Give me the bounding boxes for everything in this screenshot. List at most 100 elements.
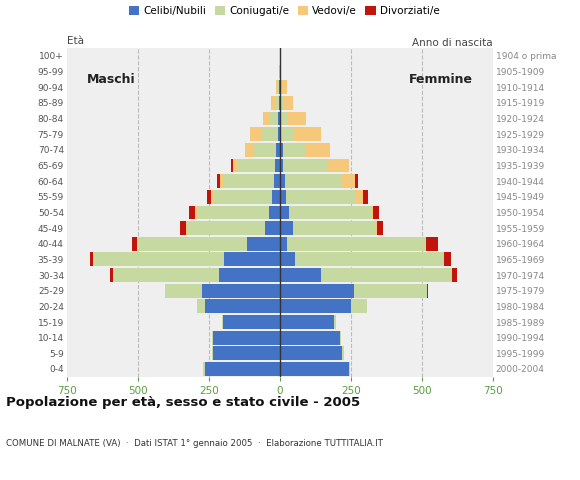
Bar (280, 205, 289, 219)
Bar (371, 205, 373, 219)
Bar (204, 362, 205, 376)
Bar (197, 300, 205, 313)
Bar (213, 331, 280, 345)
Bar (265, 221, 280, 235)
Text: Anno di nascita: Anno di nascita (412, 38, 493, 48)
Bar (280, 237, 287, 251)
Bar (197, 205, 269, 219)
Bar (262, 127, 278, 141)
Bar (289, 205, 371, 219)
Bar (189, 205, 195, 219)
Bar (280, 331, 340, 345)
Text: Popolazione per età, sesso e stato civile - 2005: Popolazione per età, sesso e stato civil… (6, 396, 360, 409)
Bar (280, 221, 293, 235)
Bar (356, 190, 363, 204)
Bar (110, 268, 113, 282)
Bar (202, 284, 280, 298)
Bar (219, 268, 280, 282)
Bar (271, 96, 275, 110)
Bar (213, 347, 280, 360)
Bar (295, 252, 444, 266)
Bar (250, 127, 262, 141)
Bar (287, 237, 425, 251)
Bar (205, 300, 280, 313)
Bar (187, 221, 265, 235)
Bar (132, 237, 137, 251)
Bar (253, 143, 276, 156)
Bar (327, 158, 349, 172)
Bar (363, 190, 368, 204)
Bar (280, 80, 281, 94)
Bar (280, 96, 281, 110)
Bar (283, 96, 293, 110)
Bar (280, 65, 281, 78)
Bar (272, 190, 280, 204)
Bar (281, 127, 294, 141)
Bar (275, 158, 280, 172)
Bar (263, 111, 270, 125)
Bar (293, 221, 375, 235)
Bar (276, 80, 278, 94)
Bar (283, 158, 327, 172)
Bar (278, 80, 280, 94)
Bar (280, 284, 354, 298)
Bar (281, 80, 287, 94)
Bar (138, 237, 247, 251)
Bar (245, 143, 253, 156)
Bar (279, 96, 280, 110)
Bar (340, 331, 341, 345)
Bar (280, 174, 285, 188)
Bar (425, 237, 426, 251)
Bar (247, 237, 280, 251)
Bar (280, 252, 295, 266)
Bar (280, 315, 335, 329)
Bar (280, 143, 282, 156)
Bar (373, 205, 379, 219)
Bar (180, 221, 186, 235)
Bar (427, 284, 428, 298)
Bar (222, 315, 223, 329)
Bar (356, 174, 358, 188)
Bar (280, 300, 351, 313)
Bar (278, 127, 280, 141)
Bar (93, 252, 224, 266)
Bar (341, 174, 356, 188)
Bar (287, 111, 306, 125)
Bar (205, 362, 280, 376)
Bar (294, 127, 321, 141)
Bar (211, 190, 213, 204)
Bar (186, 221, 187, 235)
Bar (286, 190, 356, 204)
Bar (238, 158, 275, 172)
Bar (113, 268, 219, 282)
Bar (280, 268, 321, 282)
Bar (306, 143, 329, 156)
Bar (280, 347, 342, 360)
Bar (444, 252, 451, 266)
Bar (280, 362, 349, 376)
Bar (207, 190, 211, 204)
Bar (375, 221, 377, 235)
Bar (335, 315, 336, 329)
Text: COMUNE DI MALNATE (VA)  ·  Dati ISTAT 1° gennaio 2005  ·  Elaborazione TUTTITALI: COMUNE DI MALNATE (VA) · Dati ISTAT 1° g… (6, 439, 383, 448)
Bar (213, 190, 272, 204)
Bar (212, 347, 213, 360)
Bar (195, 205, 197, 219)
Bar (165, 284, 202, 298)
Bar (280, 127, 281, 141)
Bar (321, 268, 452, 282)
Bar (269, 205, 280, 219)
Bar (280, 158, 283, 172)
Bar (281, 96, 283, 110)
Text: Femmine: Femmine (409, 73, 473, 86)
Bar (224, 252, 280, 266)
Bar (354, 284, 427, 298)
Legend: Celibi/Nubili, Coniugati/e, Vedovi/e, Divorziati/e: Celibi/Nubili, Coniugati/e, Vedovi/e, Di… (128, 5, 441, 17)
Bar (233, 158, 238, 172)
Bar (90, 252, 93, 266)
Bar (217, 174, 220, 188)
Bar (223, 315, 280, 329)
Bar (212, 331, 213, 345)
Bar (281, 111, 287, 125)
Text: Maschi: Maschi (86, 73, 135, 86)
